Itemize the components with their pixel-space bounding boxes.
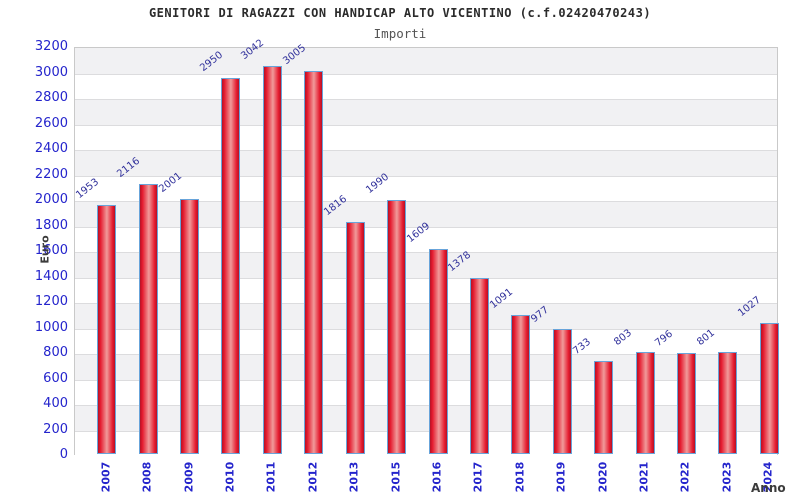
- x-tick-label: 2015: [389, 461, 403, 493]
- y-tick-label: 600: [43, 370, 68, 386]
- bar-2015: [387, 200, 407, 454]
- x-tick-label: 2020: [596, 461, 610, 493]
- chart-subtitle: Importi: [373, 26, 427, 41]
- y-axis-title: Euro: [38, 235, 52, 264]
- x-tick-label: 2016: [430, 461, 444, 493]
- bar-2023: [718, 352, 738, 454]
- x-tick-label: 2021: [637, 461, 651, 493]
- bar-2018: [511, 315, 531, 454]
- bar-2007: [97, 205, 117, 454]
- gridline: [75, 201, 777, 202]
- gridline: [75, 328, 777, 330]
- bar-2013: [345, 222, 365, 454]
- y-tick-label: 0: [59, 447, 68, 462]
- gridline: [75, 405, 777, 406]
- gridline: [75, 124, 777, 126]
- y-tick-label: 3000: [34, 64, 68, 80]
- y-tick-label: 2800: [34, 90, 68, 105]
- grid-band: [75, 73, 777, 99]
- y-tick-label: 1600: [34, 243, 68, 258]
- x-tick-label: 2011: [264, 461, 278, 493]
- gridline: [75, 150, 777, 151]
- x-axis-title: Anno: [751, 481, 786, 495]
- y-tick-label: 1000: [34, 319, 68, 335]
- chart-title: GENITORI DI RAGAZZI CON HANDICAP ALTO VI…: [148, 6, 652, 20]
- bar-2009: [180, 199, 200, 454]
- y-tick-label: 400: [43, 396, 68, 411]
- y-tick-label: 2600: [34, 115, 68, 131]
- y-tick-label: 2200: [34, 166, 68, 182]
- bar-2010: [221, 78, 241, 454]
- y-tick-label: 3200: [34, 39, 68, 54]
- gridline: [75, 175, 777, 177]
- gridline: [75, 303, 777, 304]
- y-tick-label: 1200: [34, 294, 68, 309]
- x-tick-label: 2009: [182, 461, 196, 493]
- gridline: [75, 252, 777, 253]
- x-tick-label: 2012: [306, 461, 320, 493]
- y-tick-label: 1800: [34, 217, 68, 233]
- x-tick-label: 2017: [471, 461, 485, 493]
- bar-2011: [262, 66, 282, 454]
- gridline: [75, 430, 777, 432]
- grid-band: [75, 175, 777, 201]
- bar-2022: [676, 353, 696, 454]
- bar-2019: [552, 329, 572, 454]
- x-tick-label: 2010: [223, 461, 237, 493]
- x-tick-label: 2018: [513, 461, 527, 493]
- x-tick-label: 2019: [554, 461, 568, 493]
- plot-area: 1953 2116 2001 2950 3042 3005 1816 1990 1609 1378…: [74, 38, 779, 456]
- bar-2016: [428, 249, 448, 454]
- x-tick-label: 2013: [347, 461, 361, 493]
- x-tick-label: 2008: [140, 461, 154, 493]
- bar-2012: [304, 71, 324, 454]
- bar-2008: [138, 184, 158, 454]
- x-tick-label: 2007: [99, 461, 113, 493]
- gridline: [75, 379, 777, 381]
- gridline: [75, 99, 777, 100]
- x-tick-label: 2022: [678, 461, 692, 493]
- bar-2024: [759, 323, 779, 454]
- y-tick-label: 800: [43, 345, 68, 360]
- y-tick-label: 2400: [34, 141, 68, 156]
- gridline: [75, 73, 777, 75]
- grid-band: [75, 48, 777, 74]
- gridline: [75, 277, 777, 279]
- y-tick-label: 1400: [34, 268, 68, 284]
- gridline: [75, 226, 777, 228]
- y-tick-label: 200: [43, 421, 68, 437]
- y-tick-label: 2000: [34, 192, 68, 207]
- bar-2020: [594, 361, 614, 454]
- bar-2017: [469, 278, 489, 454]
- grid-band: [75, 124, 777, 150]
- grid-band: [75, 99, 777, 125]
- bar-2021: [635, 352, 655, 454]
- grid-band: [75, 150, 777, 176]
- gridline: [75, 354, 777, 355]
- x-tick-label: 2023: [720, 461, 734, 493]
